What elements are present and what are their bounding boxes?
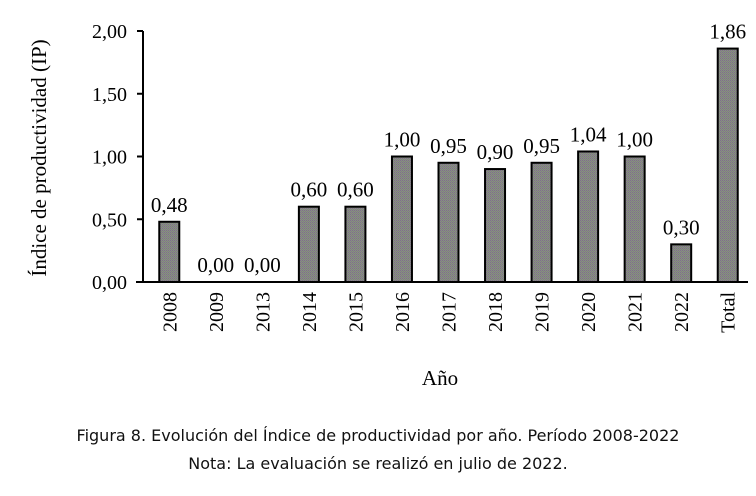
bar-2021 [623, 155, 646, 283]
x-tick-label: 2017 [439, 292, 461, 332]
x-tick-label: 2013 [252, 292, 274, 332]
data-label: 0,60 [291, 178, 328, 202]
y-axis-label: Índice de productividad (IP) [27, 39, 51, 276]
x-tick-label: 2008 [159, 292, 181, 332]
caption-line-2: Nota: La evaluación se realizó en julio … [188, 454, 568, 473]
bar-2014 [297, 205, 320, 283]
data-label: 1,00 [616, 128, 653, 152]
data-label: 1,00 [384, 128, 421, 152]
data-label: 0,00 [197, 253, 234, 277]
bar-2020 [577, 150, 600, 283]
bar-chart: 0,00 0,50 1,00 1,50 2,00 0,48 0,00 0,00 0,60 0,6… [27, 20, 748, 390]
data-label: 1,04 [570, 122, 607, 146]
data-label: 0,30 [663, 215, 700, 239]
data-label: 0,00 [244, 253, 281, 277]
x-tick-label: 2009 [206, 292, 228, 332]
data-label: 1,86 [709, 20, 746, 44]
data-label: 0,48 [151, 193, 188, 217]
x-tick-label: 2019 [532, 292, 554, 332]
bar-Total [716, 47, 739, 283]
data-label: 0,95 [430, 134, 467, 158]
x-tick-label: 2015 [345, 292, 367, 332]
y-tick-label: 0,00 [92, 272, 127, 294]
data-label: 0,60 [337, 178, 374, 202]
data-label: 0,95 [523, 134, 560, 158]
bar-2016 [390, 155, 413, 283]
x-tick-label: 2016 [392, 292, 414, 332]
bar-2015 [344, 205, 367, 283]
x-tick-label: 2022 [671, 292, 693, 332]
x-tick-label: 2021 [625, 292, 647, 332]
bar-2017 [437, 161, 460, 283]
bar-2019 [530, 161, 553, 283]
x-tick-label: 2014 [299, 292, 321, 332]
x-axis-label: Año [422, 366, 458, 390]
x-tick-label: 2020 [578, 292, 600, 332]
y-tick-label: 0,50 [92, 209, 127, 231]
data-label: 0,90 [477, 140, 514, 164]
bar-2022 [670, 243, 693, 284]
bar-2008 [158, 220, 181, 283]
y-tick-label: 1,00 [92, 147, 127, 169]
x-tick-label: 2018 [485, 292, 507, 332]
y-tick-label: 1,50 [92, 84, 127, 106]
caption-line-1: Figura 8. Evolución del Índice de produc… [76, 426, 680, 445]
x-tick-label: Total [718, 292, 740, 333]
y-tick-label: 2,00 [92, 21, 127, 43]
bar-2018 [484, 168, 507, 283]
